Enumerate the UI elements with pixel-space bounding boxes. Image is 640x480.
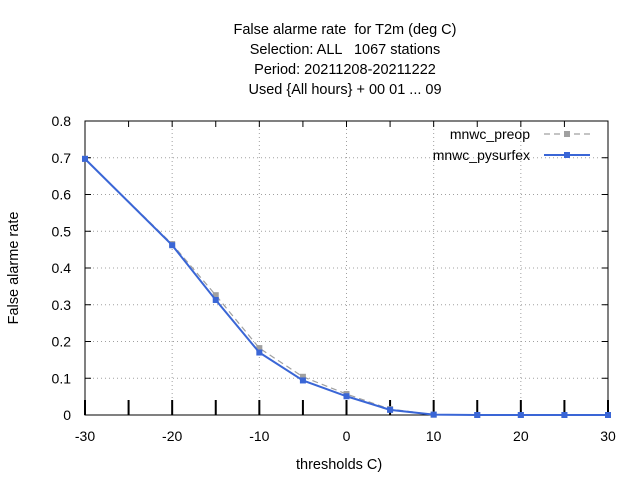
data-point-mnwc_pysurfex [256, 349, 263, 356]
title-line-3: Period: 20211208-20211222 [254, 62, 436, 78]
y-tick-label: 0.8 [52, 113, 72, 129]
data-point-mnwc_pysurfex [474, 412, 481, 418]
y-tick-label: 0.5 [52, 223, 72, 239]
data-point-mnwc_preop [256, 345, 263, 352]
data-point-mnwc_preop [299, 373, 306, 380]
data-point-mnwc_pysurfex [82, 155, 88, 162]
y-tick-label: 0.1 [52, 370, 72, 386]
y-tick-label: 0.7 [52, 150, 72, 166]
legend-label: mnwc_pysurfex [433, 147, 530, 163]
data-point-mnwc_pysurfex [517, 412, 524, 418]
x-axis-label: thresholds C) [296, 457, 383, 473]
legend-label: mnwc_preop [450, 126, 530, 142]
data-point-mnwc_pysurfex [212, 296, 219, 303]
x-tick-label: 0 [343, 428, 351, 444]
title-line-1: False alarme rate for T2m (deg C) [233, 22, 457, 38]
legend-swatch-marker [564, 131, 570, 137]
y-tick-label: 0.6 [52, 187, 72, 203]
data-point-mnwc_pysurfex [169, 242, 176, 249]
data-point-mnwc_pysurfex [299, 377, 306, 384]
data-point-mnwc_pysurfex [561, 412, 568, 418]
data-point-mnwc_pysurfex [343, 393, 350, 400]
data-point-mnwc_pysurfex [605, 412, 611, 418]
data-point-mnwc_preop [212, 292, 219, 299]
x-tick-label: 20 [513, 428, 529, 444]
data-point-mnwc_pysurfex [387, 406, 394, 413]
series-line-mnwc_pysurfex [84, 158, 608, 416]
x-tick-label: 10 [426, 428, 442, 444]
y-tick-label: 0.2 [52, 334, 72, 350]
title-line-4: Used {All hours} + 00 01 ... 09 [248, 82, 442, 98]
data-point-mnwc_pysurfex [430, 411, 437, 418]
x-tick-label: -30 [75, 428, 95, 444]
x-tick-label: -20 [162, 428, 182, 444]
legend-swatch-marker [564, 152, 570, 158]
y-tick-label: 0.4 [52, 260, 72, 276]
y-tick-label: 0 [63, 407, 71, 423]
x-tick-label: 30 [600, 428, 616, 444]
y-tick-label: 0.3 [52, 297, 72, 313]
x-tick-label: -10 [249, 428, 269, 444]
title-line-2: Selection: ALL 1067 stations [249, 42, 441, 58]
